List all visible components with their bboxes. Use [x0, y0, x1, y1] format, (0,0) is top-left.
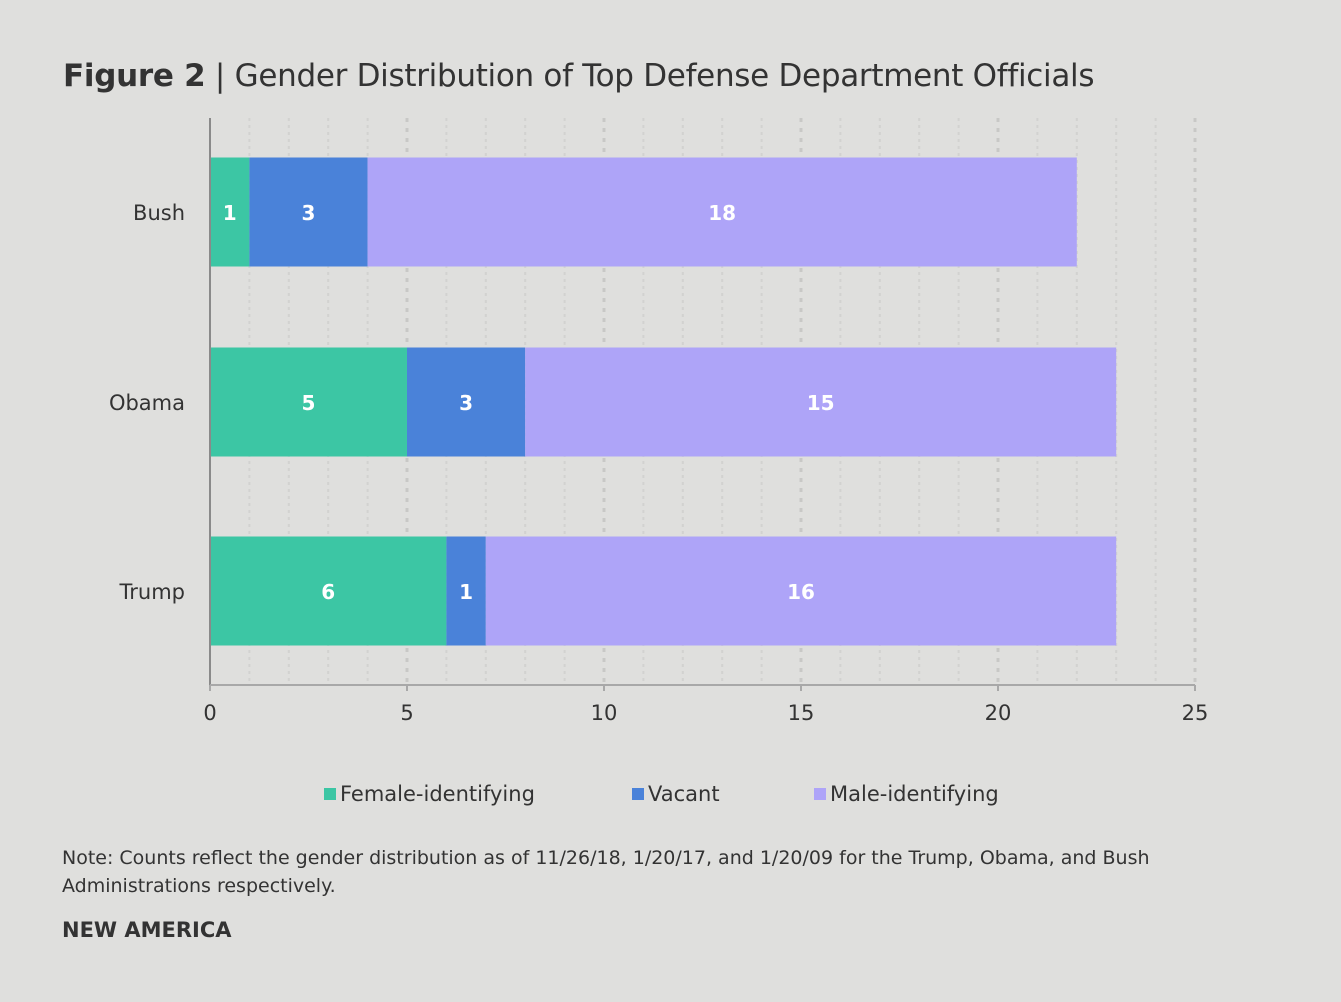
bar-segment [446, 536, 486, 646]
bar-segment [210, 536, 447, 646]
chart-title: Figure 2 | Gender Distribution of Top De… [63, 58, 1094, 94]
brand-logo: NEW AMERICA [62, 918, 232, 942]
data-label: 3 [302, 201, 316, 225]
category-label: Obama [109, 391, 185, 415]
legend-swatch [632, 788, 644, 800]
legend-item-male: Male-identifying [814, 782, 999, 806]
x-tick-label: 0 [203, 701, 216, 725]
data-label: 18 [708, 201, 736, 225]
legend-item-vacant: Vacant [632, 782, 720, 806]
x-tick-label: 15 [788, 701, 815, 725]
data-label: 1 [223, 201, 237, 225]
data-label: 1 [459, 580, 473, 604]
data-label: 16 [787, 580, 815, 604]
chart-note: Note: Counts reflect the gender distribu… [62, 847, 1150, 897]
figure-number: Figure 2 [63, 58, 206, 94]
title-separator: | [214, 58, 226, 94]
legend-swatch [814, 788, 826, 800]
data-label: 3 [459, 391, 473, 415]
title-text: Gender Distribution of Top Defense Depar… [234, 58, 1095, 94]
legend-swatch [324, 788, 336, 800]
bar-segment [525, 347, 1117, 457]
bar-segment [249, 157, 368, 267]
bar-segment [367, 157, 1077, 267]
category-label: Bush [133, 201, 185, 225]
data-label: 15 [807, 391, 835, 415]
x-tick-label: 20 [985, 701, 1012, 725]
data-label: 5 [302, 391, 316, 415]
bar-segment [485, 536, 1117, 646]
bar-segment [210, 347, 407, 457]
data-label: 6 [321, 580, 335, 604]
bar-segment [210, 157, 250, 267]
legend-item-female: Female-identifying [324, 782, 535, 806]
bar-segment [407, 347, 526, 457]
x-tick-label: 10 [591, 701, 618, 725]
category-label: Trump [119, 580, 185, 604]
x-tick-label: 25 [1182, 701, 1209, 725]
x-tick-label: 5 [400, 701, 413, 725]
